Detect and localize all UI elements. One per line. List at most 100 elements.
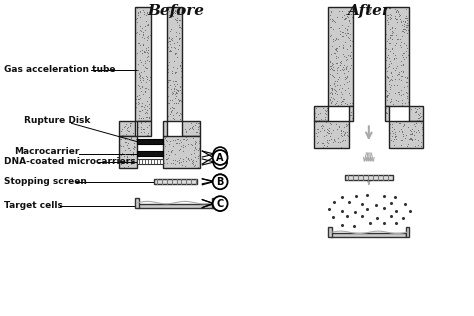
Point: [143, 104, 151, 109]
Point: [165, 36, 173, 41]
Point: [327, 121, 334, 126]
Point: [334, 46, 341, 51]
Point: [323, 120, 330, 125]
Point: [329, 64, 337, 70]
Point: [345, 52, 352, 58]
Point: [315, 112, 322, 117]
Point: [341, 96, 348, 101]
Point: [387, 16, 395, 21]
Point: [192, 146, 200, 151]
Point: [334, 135, 342, 140]
Point: [391, 137, 398, 142]
Circle shape: [213, 196, 228, 211]
Point: [335, 125, 343, 130]
Point: [173, 29, 180, 34]
Point: [133, 15, 141, 20]
Point: [146, 105, 153, 110]
Point: [327, 100, 335, 105]
Point: [336, 82, 344, 87]
Point: [118, 129, 125, 134]
Point: [192, 158, 200, 163]
Point: [136, 113, 143, 118]
Point: [136, 109, 144, 114]
Point: [172, 78, 180, 83]
Point: [323, 139, 331, 144]
Point: [195, 131, 203, 136]
Point: [169, 115, 177, 120]
Point: [402, 55, 410, 60]
Point: [132, 144, 139, 149]
Point: [392, 16, 400, 21]
Point: [338, 133, 346, 138]
Point: [342, 123, 350, 128]
Point: [166, 13, 173, 18]
Text: C: C: [217, 198, 224, 209]
Point: [396, 121, 404, 126]
Point: [312, 120, 319, 125]
Point: [338, 98, 346, 103]
Point: [165, 38, 173, 43]
Point: [172, 89, 180, 94]
Point: [166, 111, 174, 116]
Point: [189, 160, 196, 165]
Point: [127, 153, 135, 158]
Point: [133, 16, 140, 21]
Point: [413, 108, 420, 113]
Point: [386, 12, 393, 17]
Point: [346, 44, 354, 49]
Point: [134, 51, 141, 56]
Point: [135, 74, 142, 79]
Point: [166, 138, 174, 143]
Point: [165, 12, 173, 17]
Point: [173, 141, 180, 146]
Point: [393, 37, 401, 42]
Point: [394, 9, 402, 14]
Point: [398, 20, 405, 25]
Point: [392, 40, 400, 45]
Point: [136, 71, 143, 76]
Point: [341, 100, 349, 105]
Bar: [137, 151, 163, 156]
Point: [138, 107, 146, 112]
Point: [393, 63, 401, 68]
Point: [140, 50, 148, 55]
Point: [334, 61, 341, 66]
Point: [143, 49, 151, 54]
Point: [170, 91, 177, 96]
Point: [319, 141, 326, 146]
Point: [120, 164, 128, 169]
Point: [397, 44, 405, 49]
Point: [325, 128, 333, 133]
Point: [389, 131, 396, 136]
Point: [326, 96, 334, 101]
Point: [327, 131, 334, 136]
Point: [164, 93, 172, 98]
Point: [406, 127, 413, 132]
Point: [339, 33, 346, 39]
Point: [388, 32, 396, 37]
Point: [338, 22, 346, 27]
Point: [142, 86, 150, 91]
Point: [403, 23, 411, 28]
Point: [169, 78, 176, 83]
Point: [322, 108, 330, 113]
Point: [164, 79, 172, 84]
Point: [167, 149, 174, 154]
Point: [401, 201, 408, 206]
Point: [325, 125, 333, 130]
Point: [410, 121, 418, 126]
Point: [408, 136, 415, 141]
Point: [396, 120, 403, 125]
Point: [138, 25, 146, 30]
Point: [172, 86, 180, 91]
Point: [417, 143, 424, 148]
Point: [400, 56, 408, 61]
Point: [173, 158, 181, 163]
Point: [162, 144, 169, 149]
Point: [120, 125, 128, 130]
Text: After: After: [347, 4, 390, 18]
Point: [168, 92, 175, 97]
Point: [418, 127, 426, 132]
Point: [333, 45, 340, 50]
Point: [138, 85, 146, 90]
